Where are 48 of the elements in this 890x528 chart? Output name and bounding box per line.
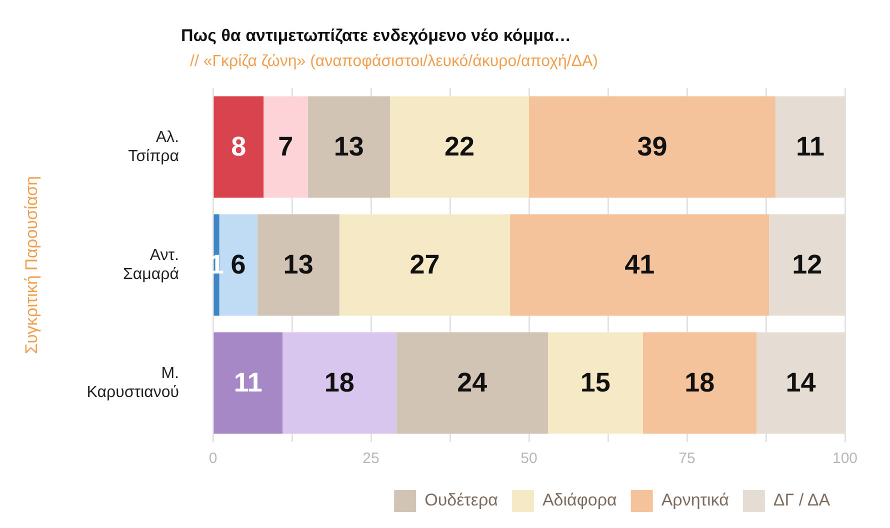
y-tick-label: Αντ. Σαμαρά <box>123 246 179 284</box>
bar <box>396 332 548 434</box>
data-label: 7 <box>278 131 294 162</box>
bar <box>339 214 510 316</box>
x-tick-label: 0 <box>208 450 218 468</box>
y-tick-label: Αλ. Τσίπρα <box>128 128 179 166</box>
bar <box>282 332 396 434</box>
x-tick-label: 75 <box>678 450 696 468</box>
data-label: 15 <box>580 367 610 398</box>
legend-label: Αδιάφορα <box>542 490 618 510</box>
bar <box>257 214 340 316</box>
bar <box>214 96 264 198</box>
bar <box>214 332 283 434</box>
data-label: 18 <box>684 367 715 398</box>
legend-label: ΔΓ / ΔΑ <box>773 490 831 510</box>
data-label: 12 <box>792 249 822 280</box>
bar <box>548 332 643 434</box>
bar <box>308 96 390 198</box>
x-tick-label: 50 <box>520 450 538 468</box>
data-label: 24 <box>457 367 488 398</box>
data-label: 14 <box>786 367 816 398</box>
chart-title: Πως θα αντιμετωπίζατε ενδεχόμενο νέο κόμμα… <box>181 26 571 46</box>
bar <box>642 332 757 434</box>
bar <box>529 96 776 198</box>
chart-subtitle: // «Γκρίζα ζώνη» (αναποφάσιστοι/λευκό/άκυρο/αποχή/ΔΑ) <box>190 53 598 71</box>
bar <box>769 214 845 316</box>
data-label: 27 <box>410 249 440 280</box>
legend-label: Ουδέτερα <box>424 490 498 510</box>
y-tick-label: Μ. Καρυστιανού <box>86 364 179 402</box>
data-label: 11 <box>796 131 825 162</box>
data-label: 8 <box>231 131 246 162</box>
data-label: 41 <box>624 249 655 280</box>
bar <box>756 332 845 434</box>
bar <box>264 96 308 198</box>
legend-label: Αρνητικά <box>661 490 730 510</box>
data-label: 6 <box>230 249 246 280</box>
data-label: 22 <box>444 131 475 162</box>
data-label: 13 <box>334 131 364 162</box>
x-tick-label: 100 <box>832 450 858 468</box>
data-label: 13 <box>283 249 314 280</box>
bar <box>775 96 845 198</box>
y-axis-title: Συγκριτική Παρουσίαση <box>22 176 41 354</box>
bar <box>390 96 529 198</box>
data-label: 18 <box>324 367 354 398</box>
data-label: 11 <box>234 367 262 398</box>
bar <box>510 214 770 316</box>
x-tick-label: 25 <box>362 450 380 468</box>
data-label: 39 <box>637 131 668 162</box>
